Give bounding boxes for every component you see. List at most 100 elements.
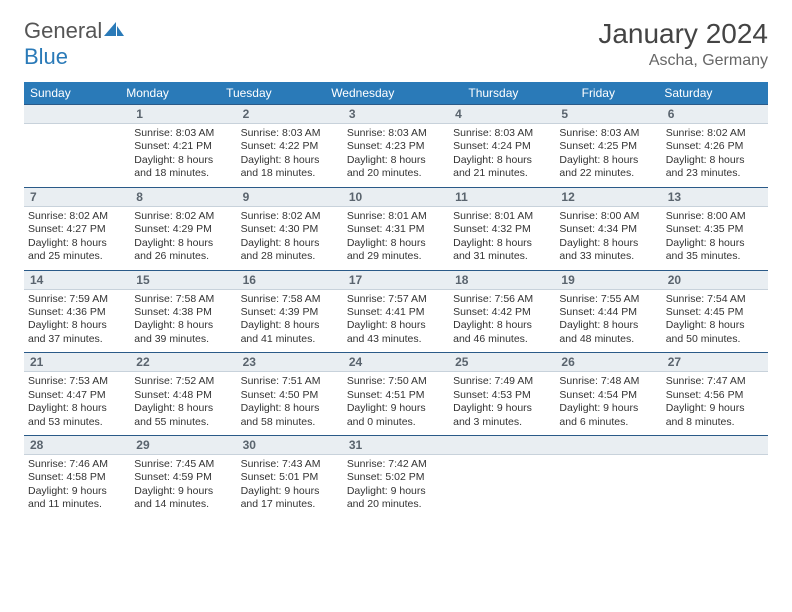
- day-number: 24: [343, 353, 449, 372]
- month-title: January 2024: [598, 18, 768, 50]
- day-number: 16: [237, 270, 343, 289]
- info-row: Sunrise: 8:03 AMSunset: 4:21 PMDaylight:…: [24, 124, 768, 188]
- daylight-text: Daylight: 8 hours and 25 minutes.: [28, 237, 126, 264]
- day-number: 9: [237, 187, 343, 206]
- logo: GeneralBlue: [24, 18, 126, 70]
- day-number: 2: [237, 105, 343, 124]
- day-cell: [449, 455, 555, 518]
- daylight-text: Daylight: 8 hours and 35 minutes.: [666, 237, 764, 264]
- sunrise-text: Sunrise: 8:03 AM: [559, 127, 657, 140]
- dow-thursday: Thursday: [462, 82, 575, 104]
- day-number: [24, 105, 130, 124]
- daylight-text: Daylight: 8 hours and 50 minutes.: [666, 319, 764, 346]
- day-cell: Sunrise: 7:47 AMSunset: 4:56 PMDaylight:…: [662, 372, 768, 436]
- day-number: 26: [555, 353, 661, 372]
- day-cell: Sunrise: 7:58 AMSunset: 4:39 PMDaylight:…: [237, 289, 343, 353]
- sunrise-text: Sunrise: 7:52 AM: [134, 375, 232, 388]
- sunset-text: Sunset: 4:26 PM: [666, 140, 764, 153]
- daynum-row: 21222324252627: [24, 353, 768, 372]
- info-row: Sunrise: 7:53 AMSunset: 4:47 PM Daylight:…: [24, 372, 768, 436]
- day-cell: Sunrise: 7:45 AMSunset: 4:59 PMDaylight:…: [130, 455, 236, 518]
- sunrise-text: Sunrise: 7:47 AM: [666, 375, 764, 388]
- day-number: 8: [130, 187, 236, 206]
- day-cell: Sunrise: 8:01 AMSunset: 4:31 PMDaylight:…: [343, 206, 449, 270]
- day-cell: [662, 455, 768, 518]
- day-cell: Sunrise: 7:43 AMSunset: 5:01 PMDaylight:…: [237, 455, 343, 518]
- sunset-text: Sunset: 4:47 PM: [28, 389, 126, 402]
- sunset-text: Sunset: 5:01 PM: [241, 471, 339, 484]
- day-cell: Sunrise: 8:03 AMSunset: 4:22 PMDaylight:…: [237, 124, 343, 188]
- day-cell: Sunrise: 7:50 AMSunset: 4:51 PMDaylight:…: [343, 372, 449, 436]
- day-cell: Sunrise: 8:02 AMSunset: 4:27 PMDaylight:…: [24, 206, 130, 270]
- sunset-text: Sunset: 4:56 PM: [666, 389, 764, 402]
- day-cell: Sunrise: 7:42 AMSunset: 5:02 PMDaylight:…: [343, 455, 449, 518]
- logo-part1: General: [24, 18, 102, 43]
- daylight-text: Daylight: 9 hours and 3 minutes.: [453, 402, 551, 429]
- day-cell: Sunrise: 8:03 AMSunset: 4:23 PMDaylight:…: [343, 124, 449, 188]
- day-number: 3: [343, 105, 449, 124]
- dow-row: Sunday Monday Tuesday Wednesday Thursday…: [24, 82, 768, 104]
- sunset-text: Sunset: 4:30 PM: [241, 223, 339, 236]
- day-number: 10: [343, 187, 449, 206]
- sunrise-text: Sunrise: 8:02 AM: [28, 210, 126, 223]
- day-cell: Sunrise: 7:58 AMSunset: 4:38 PMDaylight:…: [130, 289, 236, 353]
- day-cell: Sunrise: 8:02 AMSunset: 4:29 PMDaylight:…: [130, 206, 236, 270]
- day-number: 18: [449, 270, 555, 289]
- daynum-row: 123456: [24, 105, 768, 124]
- sunrise-text: Sunrise: 7:54 AM: [666, 293, 764, 306]
- day-number: 6: [662, 105, 768, 124]
- sunset-text: Sunset: 4:31 PM: [347, 223, 445, 236]
- sunrise-text: Sunrise: 8:03 AM: [453, 127, 551, 140]
- day-cell: Sunrise: 7:54 AMSunset: 4:45 PMDaylight:…: [662, 289, 768, 353]
- sunrise-text: Sunrise: 8:01 AM: [347, 210, 445, 223]
- day-number: 29: [130, 436, 236, 455]
- logo-text: GeneralBlue: [24, 18, 126, 70]
- sunrise-text: Sunrise: 7:53 AM: [28, 375, 126, 388]
- day-cell: Sunrise: 8:03 AMSunset: 4:21 PMDaylight:…: [130, 124, 236, 188]
- day-number: 4: [449, 105, 555, 124]
- day-number: 22: [130, 353, 236, 372]
- sunrise-text: Sunrise: 7:42 AM: [347, 458, 445, 471]
- sunset-text: Sunset: 4:42 PM: [453, 306, 551, 319]
- day-number: 13: [662, 187, 768, 206]
- sunset-text: Sunset: 4:53 PM: [453, 389, 551, 402]
- day-number: 21: [24, 353, 130, 372]
- sunset-text: Sunset: 4:41 PM: [347, 306, 445, 319]
- daylight-text: Daylight: 8 hours and 20 minutes.: [347, 154, 445, 181]
- logo-sail-icon: [102, 20, 126, 38]
- day-cell: Sunrise: 7:56 AMSunset: 4:42 PMDaylight:…: [449, 289, 555, 353]
- day-number: 27: [662, 353, 768, 372]
- sunrise-text: Sunrise: 7:43 AM: [241, 458, 339, 471]
- sunrise-text: Sunrise: 7:51 AM: [241, 375, 339, 388]
- sunrise-text: Sunrise: 7:56 AM: [453, 293, 551, 306]
- info-row: Sunrise: 7:46 AMSunset: 4:58 PMDaylight:…: [24, 455, 768, 518]
- daylight-text: Daylight: 8 hours and 29 minutes.: [347, 237, 445, 264]
- day-cell: Sunrise: 7:52 AMSunset: 4:48 PMDaylight:…: [130, 372, 236, 436]
- calendar-table: Sunday Monday Tuesday Wednesday Thursday…: [24, 82, 768, 104]
- day-cell: Sunrise: 7:46 AMSunset: 4:58 PMDaylight:…: [24, 455, 130, 518]
- logo-part2: Blue: [24, 44, 68, 69]
- daylight-text: Daylight: 9 hours and 8 minutes.: [666, 402, 764, 429]
- sunrise-text: Sunrise: 7:50 AM: [347, 375, 445, 388]
- day-cell: Sunrise: 7:51 AMSunset: 4:50 PMDaylight:…: [237, 372, 343, 436]
- day-cell: Sunrise: 8:00 AMSunset: 4:35 PMDaylight:…: [662, 206, 768, 270]
- title-block: January 2024 Ascha, Germany: [598, 18, 768, 70]
- sunset-text: Sunset: 4:34 PM: [559, 223, 657, 236]
- day-cell: Sunrise: 7:55 AMSunset: 4:44 PMDaylight:…: [555, 289, 661, 353]
- sunrise-text: Sunrise: 7:57 AM: [347, 293, 445, 306]
- day-number: 20: [662, 270, 768, 289]
- sunrise-text: Sunrise: 8:00 AM: [666, 210, 764, 223]
- info-row: Sunrise: 7:59 AMSunset: 4:36 PMDaylight:…: [24, 289, 768, 353]
- day-cell: Sunrise: 8:03 AMSunset: 4:25 PMDaylight:…: [555, 124, 661, 188]
- daylight-text: Daylight: 8 hours and 28 minutes.: [241, 237, 339, 264]
- sunrise-text: Sunrise: 7:55 AM: [559, 293, 657, 306]
- day-number: 17: [343, 270, 449, 289]
- sunset-text: Sunset: 4:38 PM: [134, 306, 232, 319]
- day-cell: Sunrise: 8:02 AMSunset: 4:30 PMDaylight:…: [237, 206, 343, 270]
- sunset-text: Sunset: 4:45 PM: [666, 306, 764, 319]
- sunset-text: Sunset: 4:48 PM: [134, 389, 232, 402]
- daylight-text: Daylight: 8 hours and 18 minutes.: [241, 154, 339, 181]
- day-number: 23: [237, 353, 343, 372]
- sunset-text: Sunset: 4:50 PM: [241, 389, 339, 402]
- sunset-text: Sunset: 4:59 PM: [134, 471, 232, 484]
